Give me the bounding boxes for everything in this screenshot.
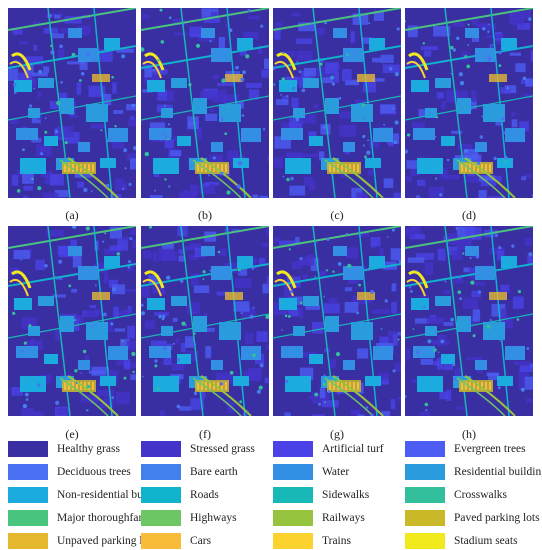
legend-item: Healthy grass <box>8 441 140 457</box>
legend-swatch <box>8 487 48 503</box>
legend-item: Stadium seats <box>405 533 537 549</box>
legend-item: Stressed grass <box>141 441 273 457</box>
legend-label: Residential buildings <box>454 466 542 478</box>
legend-swatch <box>273 441 313 457</box>
legend-swatch <box>8 464 48 480</box>
legend-item: Highways <box>141 510 273 526</box>
panel-caption: (h) <box>462 427 476 441</box>
legend-swatch <box>273 464 313 480</box>
legend-item: Deciduous trees <box>8 464 140 480</box>
panel-caption: (b) <box>198 208 212 222</box>
legend-item: Roads <box>141 487 273 503</box>
legend-item: Water <box>273 464 405 480</box>
legend-item: Trains <box>273 533 405 549</box>
legend-label: Deciduous trees <box>57 466 131 478</box>
legend-label: Healthy grass <box>57 443 120 455</box>
legend-label: Trains <box>322 535 351 547</box>
legend-swatch <box>405 533 445 549</box>
panel-caption: (g) <box>330 427 344 441</box>
legend-swatch <box>273 533 313 549</box>
legend-item: Artificial turf <box>273 441 405 457</box>
legend-label: Major thoroughfares <box>57 512 152 524</box>
legend-label: Highways <box>190 512 237 524</box>
legend-item: Residential buildings <box>405 464 542 480</box>
legend-item: Bare earth <box>141 464 273 480</box>
legend-swatch <box>141 533 181 549</box>
classification-map-1 <box>8 8 136 198</box>
panel-caption: (e) <box>65 427 79 441</box>
legend-swatch <box>141 441 181 457</box>
legend-label: Railways <box>322 512 365 524</box>
legend-label: Bare earth <box>190 466 238 478</box>
legend-item: Sidewalks <box>273 487 405 503</box>
legend-item: Unpaved parking lots <box>8 533 156 549</box>
legend-label: Sidewalks <box>322 489 370 501</box>
legend-swatch <box>405 510 445 526</box>
legend-label: Unpaved parking lots <box>57 535 157 547</box>
legend-label: Evergreen trees <box>454 443 526 455</box>
panel-caption: (a) <box>65 208 79 222</box>
legend-swatch <box>405 487 445 503</box>
legend-swatch <box>405 441 445 457</box>
legend-label: Water <box>322 466 350 478</box>
legend-swatch <box>8 441 48 457</box>
legend-label: Cars <box>190 535 212 547</box>
classification-map-5 <box>8 226 136 416</box>
legend-swatch <box>273 487 313 503</box>
legend-label: Roads <box>190 489 219 501</box>
legend-swatch <box>141 510 181 526</box>
classification-map-4 <box>405 8 533 198</box>
legend-item: Paved parking lots <box>405 510 540 526</box>
classification-map-8 <box>405 226 533 416</box>
legend-label: Stadium seats <box>454 535 518 547</box>
legend-swatch <box>8 510 48 526</box>
legend-label: Crosswalks <box>454 489 508 501</box>
legend-label: Artificial turf <box>322 443 384 455</box>
legend-swatch <box>8 533 48 549</box>
legend-swatch <box>273 510 313 526</box>
panel-caption: (f) <box>199 427 211 441</box>
legend-label: Paved parking lots <box>454 512 540 524</box>
legend-swatch <box>405 464 445 480</box>
legend-item: Crosswalks <box>405 487 537 503</box>
legend-swatch <box>141 487 181 503</box>
legend-item: Cars <box>141 533 273 549</box>
panel-caption: (d) <box>462 208 476 222</box>
classification-map-7 <box>273 226 401 416</box>
legend-item: Evergreen trees <box>405 441 537 457</box>
legend-label: Stressed grass <box>190 443 255 455</box>
legend-item: Railways <box>273 510 405 526</box>
classification-map-6 <box>141 226 269 416</box>
legend-item: Major thoroughfares <box>8 510 152 526</box>
legend-item: Non-residential buildings <box>8 487 174 503</box>
legend-swatch <box>141 464 181 480</box>
classification-map-2 <box>141 8 269 198</box>
panel-caption: (c) <box>330 208 344 222</box>
classification-map-3 <box>273 8 401 198</box>
